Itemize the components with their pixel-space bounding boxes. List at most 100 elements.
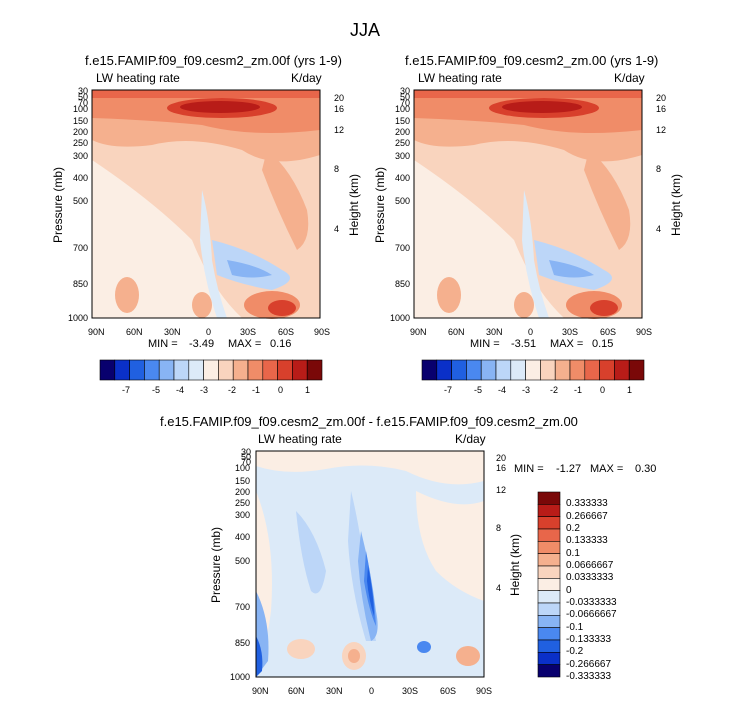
panel2-max-value: 0.15 xyxy=(592,338,614,350)
p1-height-tick: 16 xyxy=(334,104,345,114)
p2-height-tick: 16 xyxy=(656,104,667,114)
panel1-colorbar-swatch xyxy=(158,359,175,381)
p2-xtick: 30N xyxy=(486,327,503,337)
panel1-colorbar-swatch xyxy=(247,359,264,381)
panel1-y-label-right: Height (km) xyxy=(347,174,361,237)
p1-ytick: 300 xyxy=(73,151,89,161)
p3-xtick: 30S xyxy=(402,686,419,696)
panel2-y-label-right: Height (km) xyxy=(669,174,683,237)
p2-ytick: 150 xyxy=(395,116,411,126)
p3-ytick: 1000 xyxy=(230,672,251,682)
panel3-colorbar-swatch xyxy=(537,652,561,665)
panel1-colorbar-swatch xyxy=(129,359,145,381)
p2-cb-tick: -5 xyxy=(474,385,483,395)
panel1-max-value: 0.16 xyxy=(270,338,292,350)
panel2-contour xyxy=(514,292,534,318)
p3-xtick: 60S xyxy=(440,686,457,696)
p1-ytick: 700 xyxy=(73,243,89,253)
panel1-contour xyxy=(192,292,212,318)
p2-cb-tick: 0 xyxy=(600,385,606,395)
panel3-colorbar-swatch xyxy=(537,541,561,554)
panel1-contour xyxy=(92,90,320,98)
p2-ytick: 100 xyxy=(395,104,411,114)
panel3-contour xyxy=(287,639,315,659)
p3-ytick: 250 xyxy=(235,498,251,508)
panel1-min-label: MIN = xyxy=(148,338,178,350)
p2-ytick: 50 xyxy=(400,92,411,102)
panel2-colorbar-swatch xyxy=(480,359,497,381)
panel2-colorbar-swatch xyxy=(436,359,452,381)
panel3-contour xyxy=(348,649,360,663)
panel3-colorbar-swatch xyxy=(537,664,561,678)
panel2-colorbar-swatch xyxy=(451,359,467,381)
panel3-colorbar-swatch xyxy=(537,590,561,604)
p1-ytick: 400 xyxy=(73,173,89,183)
panel1-contour xyxy=(180,101,260,113)
panel2-contour xyxy=(590,300,618,316)
p3-xtick: 0 xyxy=(369,686,375,696)
p2-cb-tick: -1 xyxy=(574,385,583,395)
panel2-contour xyxy=(549,260,594,278)
p1-xtick: 30N xyxy=(164,327,181,337)
panel1-colorbar xyxy=(99,359,323,381)
p2-height-tick: 12 xyxy=(656,125,667,135)
p3-cb-tick: -0.133333 xyxy=(566,634,612,645)
p3-xtick: 90S xyxy=(476,686,493,696)
panel3-colorbar-swatch xyxy=(537,639,561,653)
p3-ytick: 850 xyxy=(235,638,251,648)
p2-ytick: 500 xyxy=(395,196,411,206)
p3-cb-tick: -0.266667 xyxy=(566,658,612,670)
panel2-colorbar-swatch xyxy=(614,359,630,381)
p1-xtick: 0 xyxy=(206,327,212,337)
panel3-colorbar-swatch xyxy=(537,528,561,542)
p2-xtick: 30S xyxy=(562,327,579,337)
panel3-y-label: Pressure (mb) xyxy=(209,527,223,604)
p3-cb-tick: 0.2 xyxy=(566,523,580,534)
panel2-colorbar-swatch xyxy=(495,359,512,381)
panel2-colorbar-swatch xyxy=(525,359,541,381)
panel1-plot xyxy=(91,89,321,319)
p1-xtick: 90N xyxy=(88,327,105,337)
panel2-contour xyxy=(534,240,612,290)
p2-cb-tick: -4 xyxy=(498,385,507,395)
p1-ytick: 850 xyxy=(73,279,89,289)
panel2-colorbar-swatch xyxy=(421,359,438,381)
p1-cb-tick: -5 xyxy=(152,385,161,395)
p3-ytick: 150 xyxy=(235,476,251,486)
panel2-right-label: K/day xyxy=(614,71,645,85)
p3-height-tick: 20 xyxy=(496,453,507,463)
panel1-colorbar-swatch xyxy=(277,359,293,381)
panel3-colorbar xyxy=(537,491,561,678)
p1-cb-tick: -3 xyxy=(200,385,209,395)
p1-ytick: 50 xyxy=(78,92,89,102)
panel3-colorbar-swatch xyxy=(537,553,561,567)
p2-ytick: 30 xyxy=(400,86,411,96)
panel2-y-label: Pressure (mb) xyxy=(373,167,387,244)
p1-height-tick: 8 xyxy=(334,164,340,174)
panel2-contour xyxy=(584,150,631,250)
p2-ytick: 1000 xyxy=(390,313,411,323)
panel3-max-label: MAX = xyxy=(590,463,624,475)
p2-ytick: 400 xyxy=(395,173,411,183)
panel3-y-label-right: Height (km) xyxy=(508,534,522,597)
p3-cb-tick: -0.1 xyxy=(566,621,584,633)
panel1-min-value: -3.49 xyxy=(189,338,215,350)
panel1-right-label: K/day xyxy=(291,71,322,85)
p1-ytick: 250 xyxy=(73,138,89,148)
panel3-colorbar-swatch xyxy=(537,602,561,616)
panel1-colorbar-swatch xyxy=(292,359,308,381)
p2-cb-tick: -7 xyxy=(444,385,453,395)
panel3-title: f.e15.FAMIP.f09_f09.cesm2_zm.00f - f.e15… xyxy=(160,414,578,429)
p1-ytick: 30 xyxy=(78,86,89,96)
panel3-colorbar-swatch xyxy=(537,491,561,505)
panel2-colorbar xyxy=(421,359,645,381)
p1-cb-tick: -1 xyxy=(252,385,261,395)
panel2-contour xyxy=(437,277,461,313)
panel1-colorbar-swatch xyxy=(306,359,323,381)
p1-ytick: 200 xyxy=(73,127,89,137)
panel3-contour xyxy=(296,511,326,594)
p1-ytick: 500 xyxy=(73,196,89,206)
p2-height-tick: 20 xyxy=(656,93,667,103)
p3-ytick: 50 xyxy=(241,452,252,462)
panel3-right-label: K/day xyxy=(455,432,486,446)
